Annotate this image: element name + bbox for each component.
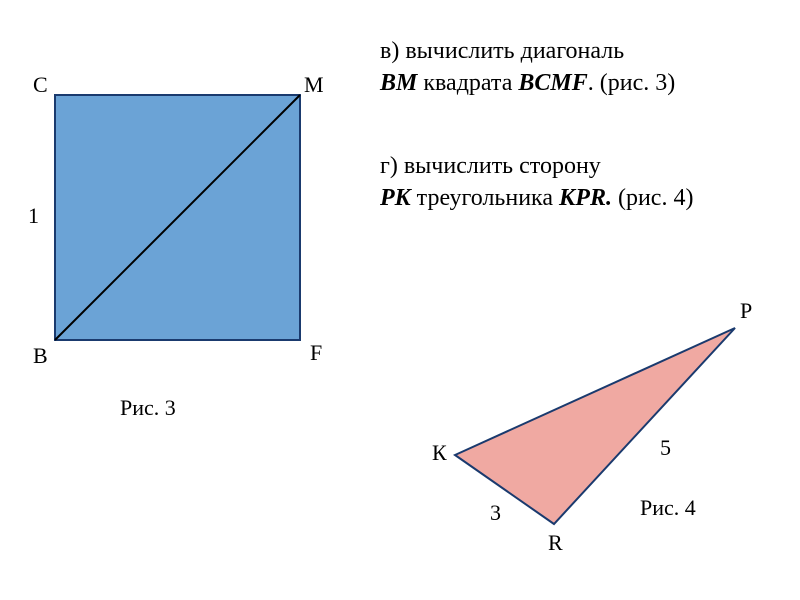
vertex-R: R (548, 530, 563, 556)
side-KR-label: 3 (490, 500, 501, 526)
side-RP-label: 5 (660, 435, 671, 461)
triangle-caption: Рис. 4 (640, 495, 696, 521)
vertex-K: К (432, 440, 447, 466)
vertex-P: P (740, 298, 752, 324)
